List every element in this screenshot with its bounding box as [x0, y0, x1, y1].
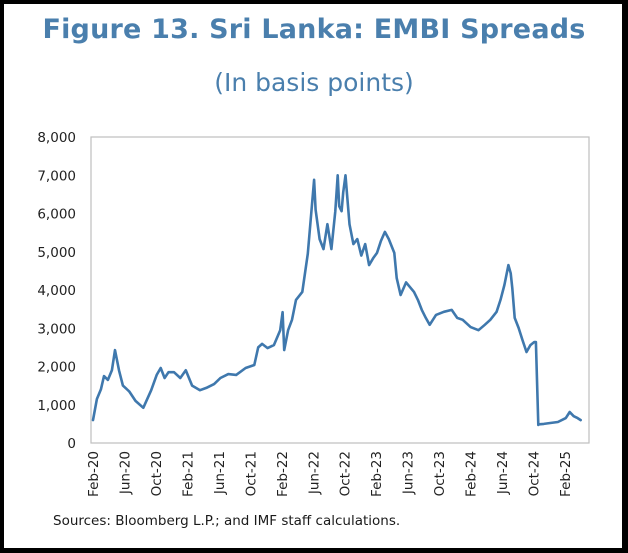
x-tick-label: Jun-22: [306, 451, 322, 495]
x-tick-label: Oct-22: [338, 451, 354, 496]
y-tick-label: 3,000: [37, 321, 76, 337]
x-tick-label: Feb-21: [180, 451, 196, 497]
y-tick-label: 2,000: [37, 360, 76, 376]
y-tick-label: 0: [67, 436, 76, 452]
y-tick-label: 6,000: [37, 207, 76, 223]
y-axis: 0 1,000 2,000 3,000 4,000 5,000 6,000 7,000 8,00…: [37, 130, 76, 452]
chart-subtitle: (In basis points): [214, 68, 414, 97]
series-line-embi-spread: [91, 174, 582, 427]
x-tick-label: Oct-20: [149, 451, 165, 496]
x-tick-label: Feb-22: [275, 451, 291, 497]
x-tick-label: Feb-23: [369, 451, 385, 497]
x-tick-label: Feb-24: [464, 451, 480, 497]
figure-frame: [4, 4, 622, 548]
x-tick-label: Oct-24: [527, 451, 543, 496]
x-tick-label: Jun-20: [117, 451, 133, 495]
x-tick-label: Jun-23: [401, 451, 417, 495]
x-tick-label: Feb-20: [86, 451, 102, 497]
x-tick-label: Oct-23: [432, 451, 448, 496]
x-tick-label: Oct-21: [243, 451, 259, 496]
y-tick-label: 5,000: [37, 245, 76, 261]
y-tick-label: 8,000: [37, 130, 76, 146]
y-tick-label: 7,000: [37, 168, 76, 184]
x-tick-label: Jun-21: [212, 451, 228, 495]
plot-area-border: [90, 136, 590, 444]
y-tick-label: 1,000: [37, 398, 76, 414]
x-tick-label: Jun-24: [495, 451, 511, 495]
source-note: Sources: Bloomberg L.P.; and IMF staff c…: [53, 513, 401, 529]
y-tick-label: 4,000: [37, 283, 76, 299]
chart-title: Figure 13. Sri Lanka: EMBI Spreads: [42, 14, 586, 45]
x-tick-label: Feb-25: [558, 451, 574, 497]
x-axis: Feb-20 Jun-20 Oct-20 Feb-21 Jun-21 Oct-21 Feb-…: [86, 451, 574, 497]
